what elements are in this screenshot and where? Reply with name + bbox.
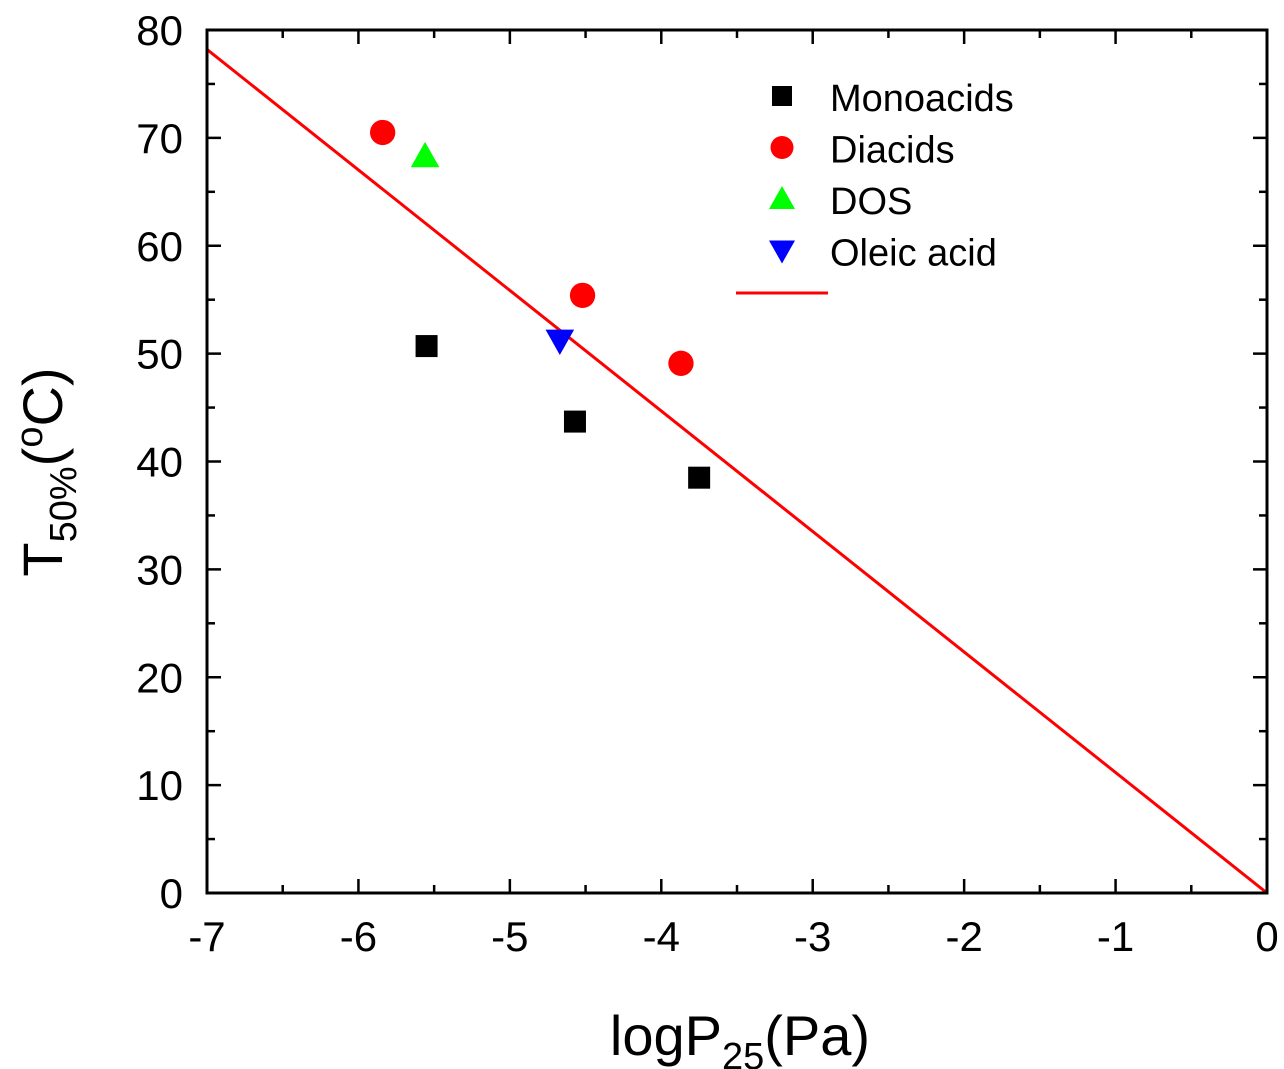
data-point-monoacids <box>415 335 438 358</box>
legend-label-oleic-acid: Oleic acid <box>830 233 997 275</box>
legend-swatch-dos <box>769 186 795 209</box>
y-tick-label: 20 <box>136 654 183 701</box>
y-tick-label: 60 <box>136 223 183 270</box>
y-axis-title-sub: 50% <box>43 466 85 542</box>
x-tick-label: -1 <box>1097 913 1134 960</box>
x-tick-label: -5 <box>491 913 528 960</box>
legend: Monoacids Diacids DOS Oleic acid <box>736 78 1014 295</box>
y-tick-label: 50 <box>136 331 183 378</box>
y-axis-title-unit-post: C) <box>11 367 74 426</box>
fit-line-layer <box>206 48 1268 895</box>
y-tick-label: 40 <box>136 439 183 486</box>
x-tick-label: -4 <box>643 913 680 960</box>
y-axis-title-unit-sup: o <box>9 427 51 448</box>
legend-swatch-oleic-acid <box>769 240 795 264</box>
data-point-diacids <box>569 282 596 309</box>
legend-label-dos: DOS <box>830 181 912 223</box>
y-axis-title: T50%(oC) <box>9 367 85 576</box>
x-tick-label: -2 <box>945 913 982 960</box>
legend-label-diacids: Diacids <box>830 130 955 172</box>
x-axis-title-unit: (Pa) <box>764 1004 870 1067</box>
y-tick-label: 0 <box>160 870 183 917</box>
axis-ticks-layer: -7 -6 -5 -4 -3 -2 -1 0 0 10 20 30 40 50 60 70 80 <box>136 7 1278 960</box>
data-point-oleic-acid <box>545 329 575 355</box>
y-tick-label: 10 <box>136 762 183 809</box>
x-tick-label: -6 <box>340 913 377 960</box>
legend-label-monoacids: Monoacids <box>830 78 1014 120</box>
y-tick-label: 80 <box>136 7 183 54</box>
x-tick-label: -7 <box>188 913 225 960</box>
x-tick-label: 0 <box>1255 913 1278 960</box>
y-tick-label: 30 <box>136 546 183 593</box>
data-point-diacids <box>370 119 396 146</box>
x-tick-label: -3 <box>794 913 831 960</box>
y-axis-title-main: T <box>11 542 74 576</box>
data-markers-layer <box>370 119 711 489</box>
plot-frame <box>205 28 1269 895</box>
data-point-monoacids <box>563 410 586 433</box>
fit-line <box>206 48 1268 895</box>
x-axis-title-main: logP <box>610 1004 722 1067</box>
data-point-diacids <box>668 350 694 376</box>
y-axis-title-unit-pre: ( <box>11 447 74 466</box>
data-point-monoacids <box>688 466 711 489</box>
x-axis-title: logP25(Pa) <box>610 1004 870 1069</box>
y-tick-label: 70 <box>136 115 183 162</box>
legend-swatch-diacids <box>770 136 794 159</box>
x-axis-title-sub: 25 <box>722 1036 764 1069</box>
legend-swatch-monoacids <box>772 86 792 106</box>
data-point-dos <box>410 141 440 168</box>
